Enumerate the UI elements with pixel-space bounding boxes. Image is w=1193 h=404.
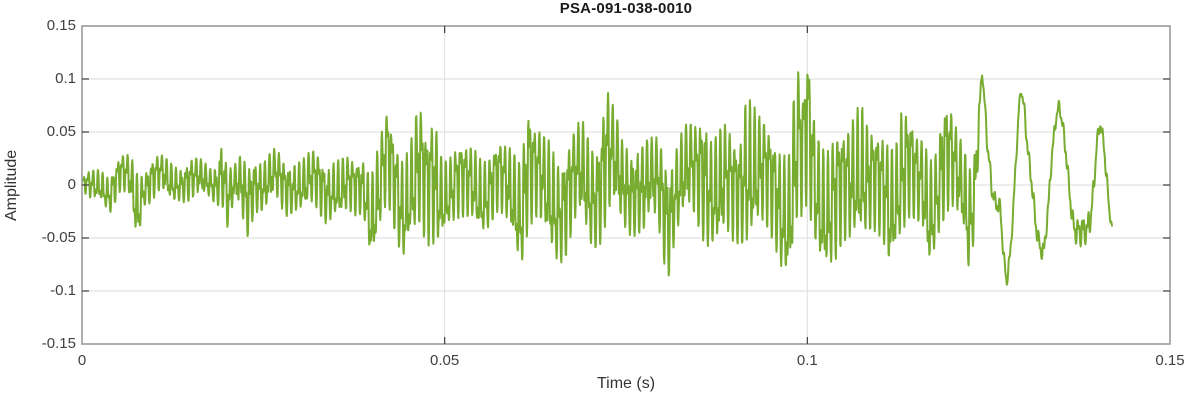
plot-title: PSA-091-038-0010 [559,0,693,17]
y-tick-label: -0.05 [41,229,76,246]
y-tick-label: 0.15 [46,17,76,34]
x-tick-label: 0 [77,352,87,369]
x-axis-label: Time (s) [596,375,656,392]
x-tick-label: 0.1 [796,352,818,369]
x-tick-label: 0.15 [1155,352,1185,369]
y-tick-label: 0 [67,176,76,193]
y-tick-label: 0.05 [46,123,76,140]
y-tick-label: -0.15 [41,335,76,352]
y-tick-label: 0.1 [55,70,76,87]
waveform-path [81,71,1113,286]
x-tick-label: 0.05 [430,352,460,369]
y-tick-label: -0.1 [50,282,76,299]
